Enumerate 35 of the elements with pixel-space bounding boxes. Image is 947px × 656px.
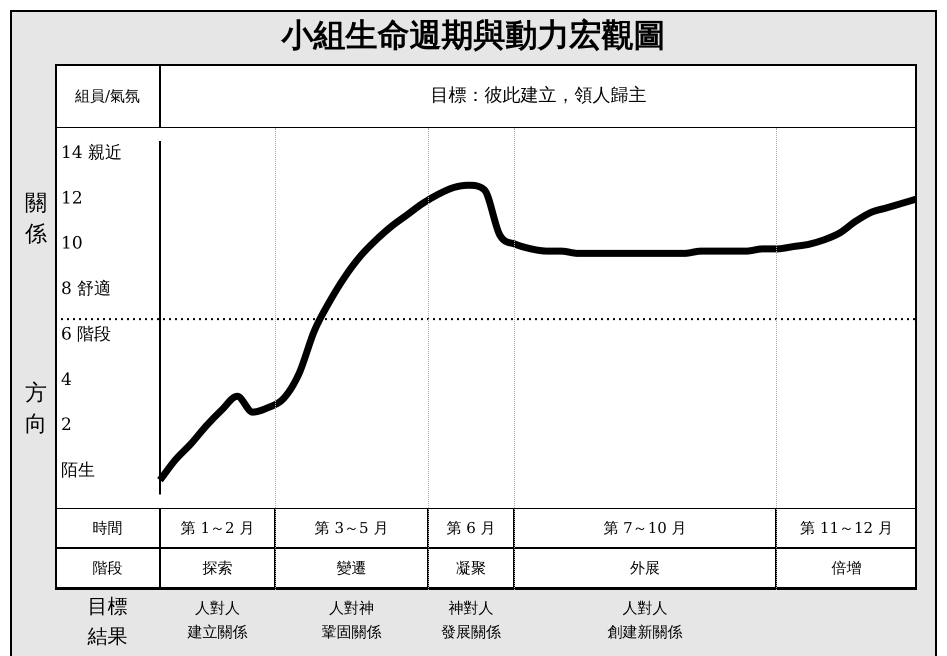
text: 結果 bbox=[86, 622, 128, 650]
text: 發展關係 bbox=[440, 622, 502, 643]
text: 方向 bbox=[24, 380, 48, 439]
text: 探索 bbox=[160, 548, 275, 588]
chart-title: 小組生命週期與動力宏觀圖 bbox=[280, 15, 666, 56]
text: 外展 bbox=[514, 548, 776, 588]
text: 建立關係 bbox=[186, 622, 248, 643]
text: 時間 bbox=[55, 508, 160, 548]
text: 凝聚 bbox=[428, 548, 514, 588]
y-tick-label: 10 bbox=[61, 234, 83, 254]
text: 組員/氣氛 bbox=[55, 64, 160, 128]
text: 人對人 bbox=[622, 598, 668, 619]
text: 第 1～2 月 bbox=[160, 508, 275, 548]
text: 變遷 bbox=[275, 548, 428, 588]
y-tick-label: 陌生 bbox=[61, 460, 95, 481]
text: 第 6 月 bbox=[428, 508, 514, 548]
text: 第 11～12 月 bbox=[776, 508, 917, 548]
text: 人對神 bbox=[328, 598, 375, 619]
text: 關係 bbox=[24, 190, 48, 249]
text: 目標 bbox=[86, 592, 128, 620]
y-tick-label: 12 bbox=[61, 188, 83, 208]
text: 鞏固關係 bbox=[320, 622, 382, 643]
y-tick-label: 14 親近 bbox=[61, 142, 122, 163]
text: 目標：彼此建立，領人歸主 bbox=[160, 64, 917, 128]
y-tick-label: 6 階段 bbox=[61, 324, 112, 344]
y-tick-label: 8 舒適 bbox=[61, 279, 112, 300]
text: 第 3～5 月 bbox=[275, 508, 428, 548]
text: 神對人 bbox=[448, 598, 494, 619]
text: 階段 bbox=[55, 548, 160, 588]
text: 創建新關係 bbox=[606, 622, 684, 643]
text: 人對人 bbox=[194, 598, 241, 619]
y-tick-label: 4 bbox=[61, 370, 72, 390]
y-tick-label: 2 bbox=[61, 415, 72, 436]
text: 第 7～10 月 bbox=[514, 508, 776, 548]
text: 倍增 bbox=[776, 548, 917, 588]
